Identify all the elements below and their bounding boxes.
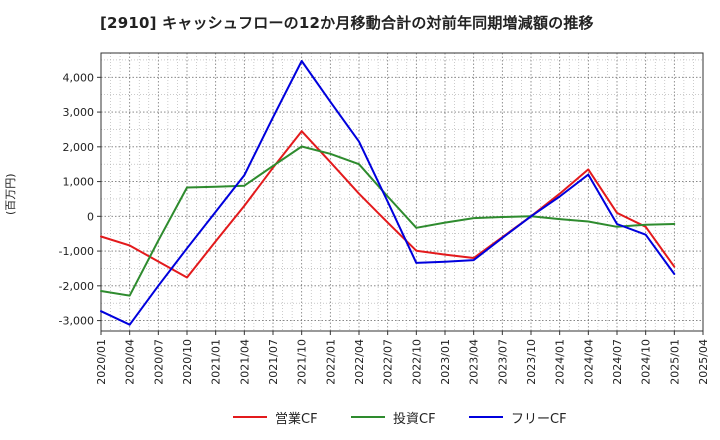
x-tick-label: 2023/07 bbox=[496, 339, 509, 385]
x-tick-label: 2023/10 bbox=[525, 339, 538, 385]
x-tick-label: 2021/01 bbox=[210, 339, 223, 385]
series-line-1 bbox=[100, 130, 676, 279]
x-tick-label: 2021/10 bbox=[296, 339, 309, 385]
legend-swatch bbox=[233, 416, 267, 418]
x-tick-label: 2025/04 bbox=[697, 339, 710, 385]
x-tick-label: 2021/04 bbox=[238, 339, 251, 385]
y-tick-label: 3,000 bbox=[63, 106, 95, 119]
plot-frame bbox=[100, 52, 704, 332]
x-tick-label: 2020/01 bbox=[95, 339, 108, 385]
legend-item-2: 投資CF bbox=[351, 405, 436, 429]
x-tick-label: 2022/07 bbox=[382, 339, 395, 385]
legend-swatch bbox=[469, 416, 503, 418]
legend-label: 営業CF bbox=[275, 411, 318, 427]
x-tick-label: 2020/10 bbox=[181, 339, 194, 385]
x-tick-label: 2020/07 bbox=[152, 339, 165, 385]
x-tick-label: 2020/04 bbox=[124, 339, 137, 385]
x-tick-label: 2022/04 bbox=[353, 339, 366, 385]
chart-legend: 営業CF 投資CF フリーCF bbox=[0, 405, 720, 429]
x-tick-label: 2021/07 bbox=[267, 339, 280, 385]
y-tick-label: -2,000 bbox=[59, 280, 94, 293]
legend-item-1: 営業CF bbox=[233, 405, 318, 429]
chart-title: [2910] キャッシュフローの12か月移動合計の対前年同期増減額の推移 bbox=[100, 14, 594, 32]
x-tick-label: 2023/01 bbox=[439, 339, 452, 385]
legend-swatch bbox=[351, 416, 385, 418]
y-tick-label: 1,000 bbox=[63, 176, 95, 189]
x-tick-label: 2024/01 bbox=[554, 339, 567, 385]
y-tick-label: 2,000 bbox=[63, 141, 95, 154]
y-tick-label: 4,000 bbox=[63, 71, 95, 84]
x-tick-label: 2022/10 bbox=[410, 339, 423, 385]
x-tick-label: 2023/04 bbox=[468, 339, 481, 385]
x-tick-label: 2025/01 bbox=[668, 339, 681, 385]
legend-label: フリーCF bbox=[511, 411, 567, 427]
x-tick-label: 2022/01 bbox=[324, 339, 337, 385]
series-line-2 bbox=[100, 145, 676, 297]
series-line-3 bbox=[100, 60, 676, 326]
legend-label: 投資CF bbox=[393, 411, 436, 427]
y-tick-label: -1,000 bbox=[59, 245, 94, 258]
y-tick-label: 0 bbox=[87, 210, 94, 223]
legend-item-3: フリーCF bbox=[469, 405, 567, 429]
line-chart: -3,000 -2,000 -1,000 0 1,000 2,000 3,000 4,000 2… bbox=[59, 52, 710, 385]
x-tick-label: 2024/10 bbox=[640, 339, 653, 385]
y-tick-label: -3,000 bbox=[59, 315, 94, 328]
x-tick-label: 2024/04 bbox=[582, 339, 595, 385]
x-tick-label: 2024/07 bbox=[611, 339, 624, 385]
